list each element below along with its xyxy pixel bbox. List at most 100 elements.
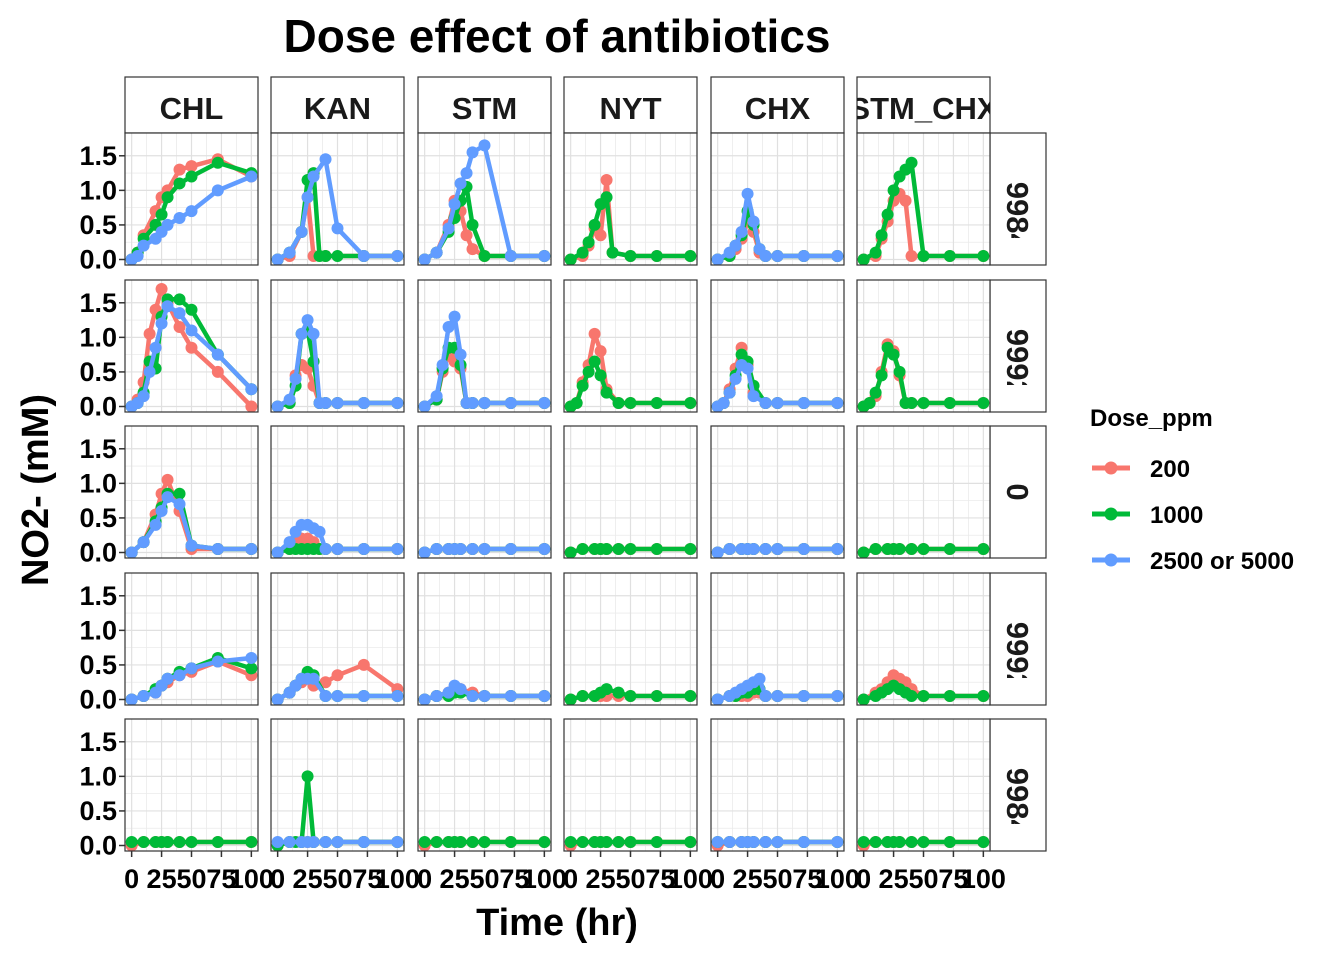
data-point [436, 359, 449, 372]
data-point [538, 543, 551, 556]
x-tick-label: 25 [733, 864, 763, 894]
x-tick-label: 75 [645, 864, 675, 894]
series-2500-or-5000 [711, 359, 844, 413]
legend: Dose_ppm 200 1000 2500 or 5000 [1090, 405, 1294, 575]
data-point [747, 836, 760, 849]
x-tick-label: 50 [322, 864, 352, 894]
column-strip-kan: KAN [270, 76, 405, 134]
data-point [289, 372, 302, 385]
data-point [538, 690, 551, 703]
series-1000 [857, 341, 990, 413]
data-point [131, 250, 144, 263]
data-point [442, 222, 455, 235]
data-point [869, 543, 882, 556]
panel-r4-c4 [563, 572, 698, 706]
panel-border [417, 132, 552, 266]
x-tick-label: 100 [375, 864, 420, 894]
data-point [391, 543, 404, 556]
series-2500-or-5000 [125, 652, 258, 706]
data-point [173, 487, 186, 500]
x-tick-label: 25 [147, 864, 177, 894]
x-tick-label: 100 [668, 864, 713, 894]
data-point [185, 662, 198, 675]
data-point [173, 212, 186, 225]
data-point [161, 672, 174, 685]
data-point [331, 397, 344, 410]
data-point [161, 300, 174, 313]
data-point [125, 546, 138, 559]
data-point [741, 362, 754, 375]
y-tick-label: 0.5 [79, 650, 117, 680]
data-point [684, 836, 697, 849]
x-tick-label: 0 [417, 864, 432, 894]
x-axis-label: Time (hr) [476, 902, 638, 944]
data-point [600, 191, 613, 204]
data-point [478, 397, 491, 410]
panel-border [563, 132, 698, 266]
x-tick-label: 25 [293, 864, 323, 894]
data-point [454, 683, 467, 696]
series-1000 [857, 836, 990, 849]
data-point [173, 669, 186, 682]
data-point [283, 836, 296, 849]
data-point [538, 836, 551, 849]
panel-border [417, 572, 552, 706]
data-point [478, 690, 491, 703]
data-point [357, 397, 370, 410]
data-point [391, 836, 404, 849]
strip-label: CHX [745, 91, 811, 126]
data-point [504, 690, 517, 703]
data-point [905, 397, 918, 410]
data-point [301, 314, 314, 327]
data-point [149, 341, 162, 354]
data-point [448, 310, 461, 323]
data-point [357, 543, 370, 556]
data-point [185, 170, 198, 183]
series-1000 [564, 683, 697, 706]
data-point [271, 400, 284, 413]
y-tick-label: 1.5 [79, 288, 117, 318]
data-point [245, 652, 258, 665]
data-point [797, 397, 810, 410]
data-point [905, 250, 918, 263]
strip-box [563, 76, 698, 134]
data-point [977, 836, 990, 849]
data-point [943, 250, 956, 263]
data-point [612, 686, 625, 699]
data-point [905, 156, 918, 169]
data-point [881, 208, 894, 221]
series-2500-or-5000 [711, 672, 844, 706]
series-1000 [418, 836, 551, 849]
data-point [759, 690, 772, 703]
data-point [357, 690, 370, 703]
panel-border [563, 425, 698, 559]
data-point [797, 250, 810, 263]
data-point [245, 836, 258, 849]
data-point [319, 676, 332, 689]
panel-r1-c6 [856, 132, 991, 266]
data-point [624, 690, 637, 703]
panel-border [710, 279, 845, 413]
y-tick-label: 1.0 [79, 761, 117, 791]
data-point [313, 525, 326, 538]
data-point [582, 236, 595, 249]
data-point [753, 672, 766, 685]
series-1000 [564, 543, 697, 559]
column-strip-chx: CHX [710, 76, 845, 134]
data-point [905, 836, 918, 849]
column-strip-chl: CHL [124, 76, 259, 134]
row-strip-4: 57599922 [989, 572, 1047, 706]
panel-r4-c3 [417, 572, 552, 706]
data-point [173, 177, 186, 190]
data-point [245, 400, 258, 413]
data-point [893, 543, 906, 556]
series-2500-or-5000 [418, 310, 551, 413]
series-2500-or-5000 [271, 672, 404, 706]
data-point [161, 218, 174, 231]
data-point [173, 320, 186, 333]
data-point [331, 836, 344, 849]
data-point [185, 205, 198, 218]
x-tick-label: 0 [270, 864, 285, 894]
data-point [357, 658, 370, 671]
